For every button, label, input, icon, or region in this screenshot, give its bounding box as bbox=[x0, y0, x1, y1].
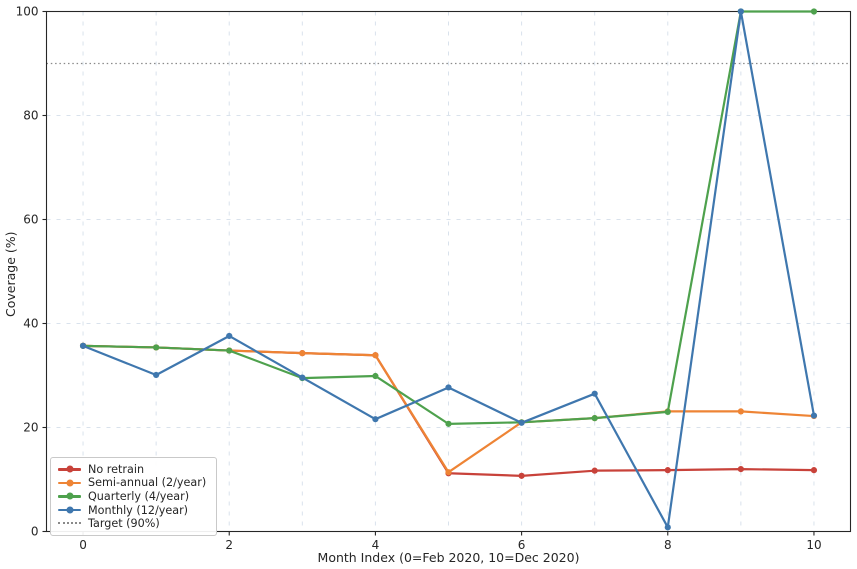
data-point-quarterly-4-year bbox=[153, 344, 160, 351]
data-point-no-retrain bbox=[518, 472, 525, 479]
legend-swatch-dotted-line-icon bbox=[58, 519, 81, 528]
data-point-no-retrain bbox=[737, 466, 744, 473]
plot-border bbox=[45, 10, 852, 533]
legend-item-quarterly: Quarterly (4/year) bbox=[58, 490, 206, 503]
legend-swatch-line-marker-icon bbox=[58, 478, 81, 487]
y-tick-label: 40 bbox=[23, 317, 38, 331]
legend-item-no-retrain: No retrain bbox=[58, 463, 206, 476]
x-tick-label: 2 bbox=[225, 538, 233, 552]
data-point-quarterly-4-year bbox=[372, 372, 379, 380]
data-point-no-retrain bbox=[810, 467, 818, 474]
x-tick-label: 8 bbox=[664, 538, 672, 552]
data-point-semi-annual-2-year bbox=[737, 408, 744, 415]
x-axis-label: Month Index (0=Feb 2020, 10=Dec 2020) bbox=[317, 550, 580, 565]
y-axis-label: Coverage (%) bbox=[3, 231, 18, 318]
legend-label: Quarterly (4/year) bbox=[88, 489, 190, 503]
legend-label: Target (90%) bbox=[88, 517, 160, 531]
legend-item-target: Target (90%) bbox=[58, 517, 206, 530]
y-tick-label: 100 bbox=[16, 5, 39, 19]
data-point-no-retrain bbox=[591, 467, 598, 474]
data-point-quarterly-4-year bbox=[445, 420, 452, 427]
x-tick-label: 4 bbox=[372, 538, 380, 552]
data-point-monthly-12-year bbox=[79, 342, 87, 349]
data-point-monthly-12-year bbox=[153, 371, 160, 379]
y-tick-label: 20 bbox=[23, 421, 38, 435]
data-point-monthly-12-year bbox=[737, 8, 744, 15]
data-point-quarterly-4-year bbox=[664, 408, 671, 415]
legend-swatch-line-marker-icon bbox=[58, 492, 81, 501]
y-tick-label: 60 bbox=[23, 213, 38, 227]
legend-swatch-line-marker-icon bbox=[58, 506, 81, 515]
data-point-semi-annual-2-year bbox=[445, 469, 452, 476]
legend-label: Semi-annual (2/year) bbox=[88, 476, 207, 490]
data-point-monthly-12-year bbox=[299, 374, 306, 381]
data-point-monthly-12-year bbox=[226, 332, 233, 340]
x-tick-label: 6 bbox=[518, 538, 526, 552]
data-point-monthly-12-year bbox=[372, 416, 379, 423]
legend-label: No retrain bbox=[88, 462, 145, 476]
legend-item-monthly: Monthly (12/year) bbox=[58, 504, 206, 517]
series-line-monthly-12-year bbox=[81, 10, 816, 529]
y-tick-label: 0 bbox=[31, 525, 39, 539]
data-point-no-retrain bbox=[664, 467, 671, 474]
legend-label: Monthly (12/year) bbox=[88, 503, 189, 517]
data-point-monthly-12-year bbox=[518, 419, 525, 426]
data-point-monthly-12-year bbox=[445, 384, 452, 391]
y-tick-label: 80 bbox=[23, 109, 38, 123]
data-point-semi-annual-2-year bbox=[372, 352, 379, 359]
legend-item-semi-annual: Semi-annual (2/year) bbox=[58, 476, 207, 490]
legend: No retrain Semi-annual (2/year) Quarterl… bbox=[50, 457, 218, 536]
data-point-monthly-12-year bbox=[810, 412, 818, 419]
data-point-monthly-12-year bbox=[664, 524, 671, 531]
data-point-quarterly-4-year bbox=[810, 8, 818, 15]
data-point-quarterly-4-year bbox=[226, 347, 233, 354]
legend-swatch-line-marker-icon bbox=[58, 465, 81, 474]
data-point-semi-annual-2-year bbox=[299, 350, 306, 357]
data-point-quarterly-4-year bbox=[591, 415, 598, 422]
x-tick-label: 0 bbox=[79, 538, 87, 552]
x-tick-label: 10 bbox=[806, 538, 821, 552]
data-point-monthly-12-year bbox=[591, 390, 598, 397]
